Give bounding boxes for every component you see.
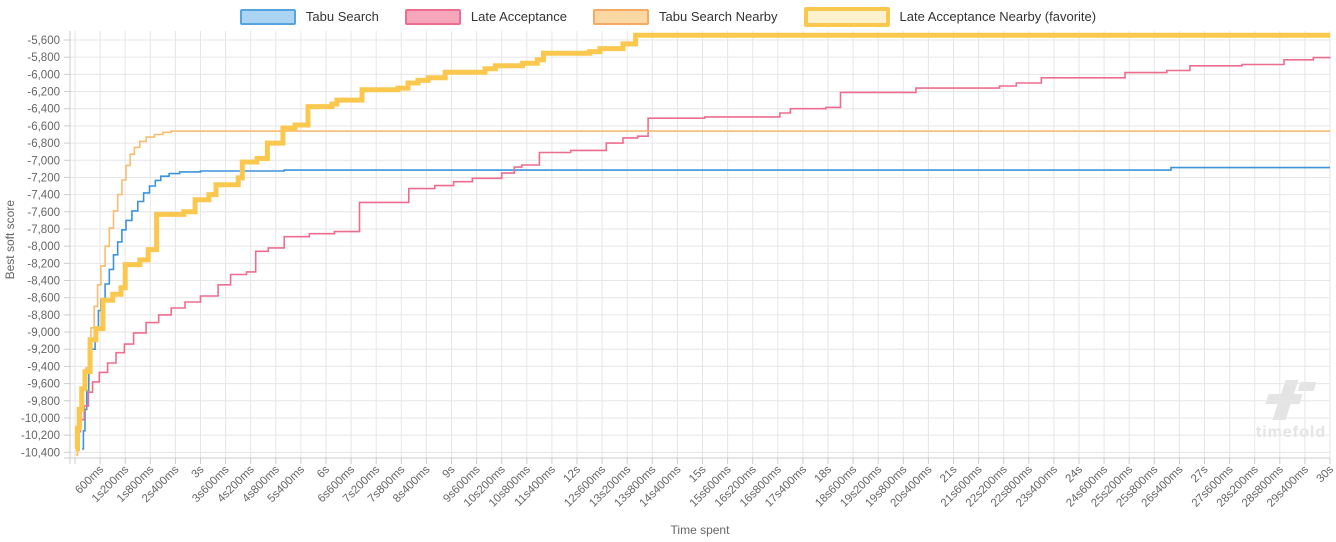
y-tick-label: -7,800 [27,224,60,236]
legend-item-tabu-search-nearby[interactable]: Tabu Search Nearby [593,8,778,26]
x-tick-label: 3s [190,463,207,480]
legend-swatch-icon [803,7,890,27]
y-tick-label: -9,000 [27,327,60,339]
y-tick-label: -6,600 [27,121,60,133]
x-tick-label: 6s [315,463,332,480]
legend-label: Late Acceptance [470,9,568,24]
chart-legend: Tabu Search Late Acceptance Tabu Search Ne… [0,7,1336,27]
y-tick-label: -10,400 [21,447,60,459]
x-axis-title: Time spent [670,523,730,537]
watermark-label: timefold [1255,424,1327,441]
y-tick-label: -9,200 [27,344,60,356]
series-line-tabu-search [82,166,1330,450]
y-tick-label: -5,800 [27,52,60,64]
y-tick-label: -10,200 [21,430,60,442]
x-tick-label: 9s [441,463,458,480]
y-tick-label: -7,200 [27,172,60,184]
y-tick-label: -8,400 [27,276,60,288]
y-tick-label: -6,200 [27,87,60,99]
y-tick-label: -6,800 [27,138,60,150]
y-tick-label: -8,000 [27,241,60,253]
y-tick-label: -10,000 [21,413,60,425]
y-tick-label: -8,600 [27,293,60,305]
legend-swatch-icon [593,9,650,25]
y-tick-label: -8,200 [27,258,60,270]
legend-item-tabu-search[interactable]: Tabu Search [239,8,379,26]
legend-swatch-icon [404,9,461,25]
y-tick-label: -6,400 [27,104,60,116]
legend-label: Late Acceptance Nearby (favorite) [899,9,1097,24]
legend-label: Tabu Search [305,9,379,24]
y-tick-label: -5,600 [27,35,60,47]
y-axis-title: Best soft score [3,200,17,280]
y-tick-label: -7,000 [27,155,60,167]
x-tick-label: 30s [1315,463,1336,485]
y-tick-label: -7,600 [27,207,60,219]
y-tick-label: -9,600 [27,379,60,391]
y-tick-label: -9,800 [27,396,60,408]
y-tick-label: -7,400 [27,190,60,202]
timefold-watermark: timefold [1246,378,1336,442]
legend-label: Tabu Search Nearby [659,9,778,24]
series-line-late-acceptance [76,56,1331,446]
legend-item-late-acceptance-nearby-favorite[interactable]: Late Acceptance Nearby (favorite) [803,7,1097,27]
y-tick-label: -6,000 [27,69,60,81]
series-line-late-acceptance-nearby-favorite [75,32,1330,452]
legend-swatch-icon [239,9,296,25]
y-tick-label: -8,800 [27,310,60,322]
legend-item-late-acceptance[interactable]: Late Acceptance [404,8,568,26]
y-tick-label: -9,400 [27,361,60,373]
